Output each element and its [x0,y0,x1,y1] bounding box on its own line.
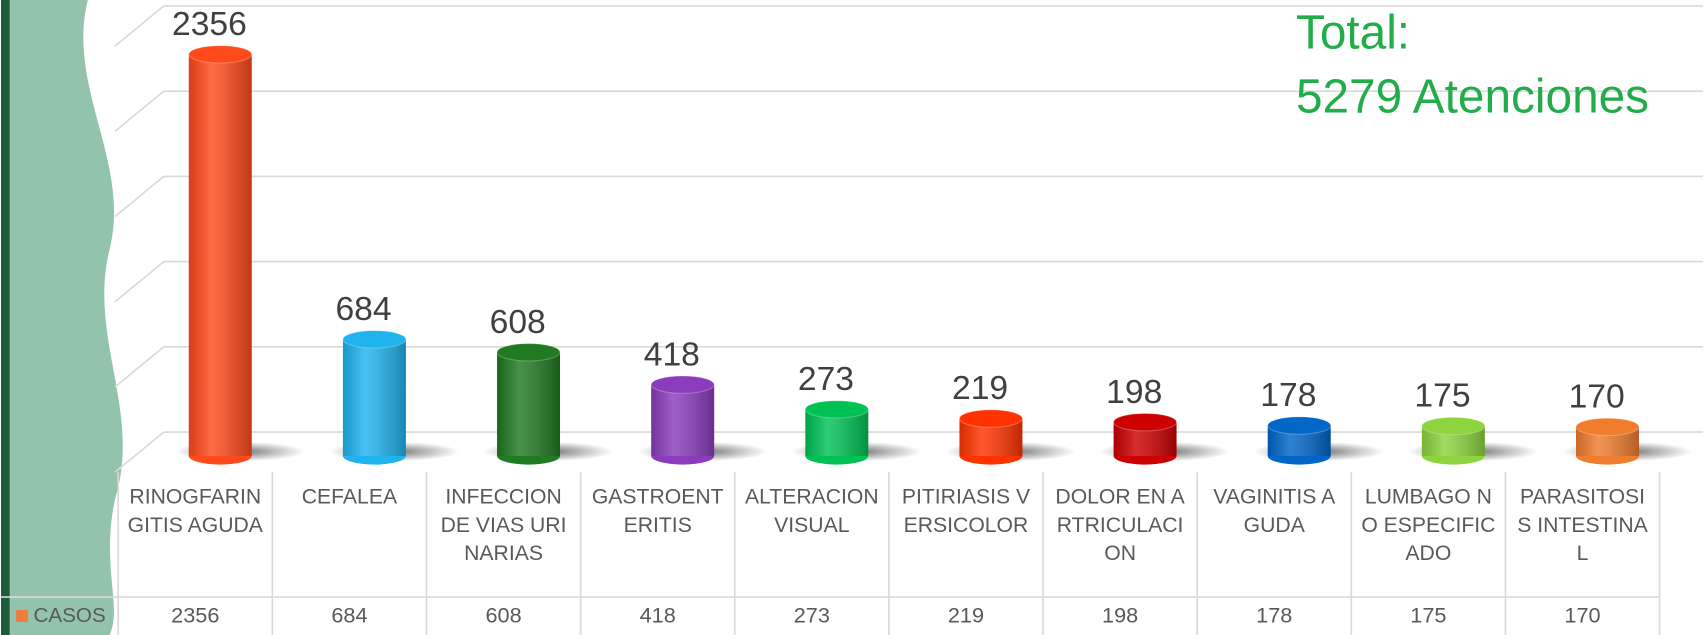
bar-top [497,344,560,361]
category-text: CEFALEA [272,472,426,597]
bar [1422,417,1485,464]
legend-label: CASOS [34,604,106,627]
x-tick-label: ALTERACION VISUAL [735,472,889,597]
bar-shine [189,54,252,456]
value-label: 175 [1414,378,1470,415]
bar-shine [343,339,406,456]
x-tick-label: GASTROENTERITIS [581,472,735,597]
grid-line-side [115,347,164,387]
bar-top [805,401,868,418]
category-text: PARASITOSIS INTESTINAL [1505,472,1659,597]
bar-shine [651,385,714,456]
value-label: 273 [798,361,854,398]
chart: 2356 684 608 418 273 219 198 178 175 170 CASOS RIN… [0,0,1704,635]
bar [959,410,1022,465]
bar [497,344,560,465]
total-label: Total: [1296,6,1410,59]
x-tick-label: INFECCION DE VIAS URINARIAS [426,472,580,597]
bar [651,376,714,465]
table-value: 175 [1410,602,1446,627]
bar-shine [497,352,560,456]
grid-line [115,6,1703,46]
category-text: INFECCION DE VIAS URINARIAS [426,472,580,597]
bar-top [1268,417,1331,434]
bar [1114,413,1177,464]
bar [1576,418,1639,464]
table-value: 198 [1102,602,1138,627]
bar-top [651,376,714,393]
category-text: VAGINITIS AGUDA [1197,472,1351,597]
category-text: PITIRIASIS VERSICOLOR [889,472,1043,597]
value-label: 608 [490,304,546,341]
bar [1268,417,1331,465]
table-value: 219 [948,602,984,627]
bar-top [959,410,1022,427]
x-tick-label: LUMBAGO NO ESPECIFICADO [1351,472,1505,597]
grid-line-side [115,6,164,46]
decor-wave [1,0,123,635]
bar [189,46,252,465]
value-label: 170 [1569,379,1625,416]
x-tick-label: CEFALEA [272,472,426,597]
value-label: 219 [952,370,1008,407]
bar-top [189,46,252,63]
category-text: LUMBAGO NO ESPECIFICADO [1351,472,1505,597]
category-text: DOLOR EN ARTRICULACION [1043,472,1197,597]
category-text: GASTROENTERITIS [581,472,735,597]
bar-top [343,331,406,348]
bar [343,331,406,465]
table-value: 178 [1256,602,1292,627]
legend-key [16,610,28,622]
table-value: 273 [794,602,830,627]
bar [805,401,868,465]
table-value: 608 [485,602,521,627]
x-tick-label: PARASITOSIS INTESTINAL [1505,472,1659,597]
x-tick-label: RINOGFARINGITIS AGUDA [118,472,272,597]
table-value: 684 [331,602,367,627]
value-label: 198 [1106,374,1162,411]
x-tick-label: VAGINITIS AGUDA [1197,472,1351,597]
table-value: 418 [640,602,676,627]
category-text: ALTERACION VISUAL [735,472,889,597]
value-label: 2356 [172,6,247,43]
value-label: 418 [644,336,700,373]
table-value: 170 [1564,602,1600,627]
grid-line-side [115,176,164,216]
grid-line [115,176,1703,216]
bar-top [1114,413,1177,430]
bar-top [1422,417,1485,434]
x-tick-label: DOLOR EN ARTRICULACION [1043,472,1197,597]
bar-top [1576,418,1639,435]
x-tick-label: PITIRIASIS VERSICOLOR [889,472,1043,597]
table-value: 2356 [171,602,219,627]
category-text: RINOGFARINGITIS AGUDA [118,472,272,597]
grid-line-side [115,262,164,302]
decor-strip [1,0,10,635]
value-label: 684 [335,291,391,328]
grid-line-side [115,91,164,131]
total-value: 5279 Atenciones [1296,70,1649,123]
value-label: 178 [1260,377,1316,414]
